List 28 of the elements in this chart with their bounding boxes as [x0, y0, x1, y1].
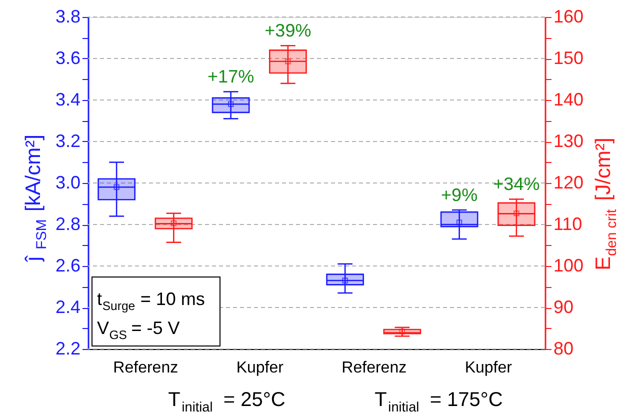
y2-tick-label: 100	[554, 256, 584, 276]
y2-tick-label: 150	[554, 48, 584, 68]
y-axis-title: ĵFSM [kA/cm²]	[22, 134, 50, 264]
y2-axis-title: Eden crit [J/cm²]	[592, 138, 620, 270]
y2-tick-label: 110	[554, 214, 582, 234]
y2-tick-label: 130	[554, 131, 584, 151]
y-tick-label: 2.4	[55, 297, 80, 317]
x-tick-label: Kupfer	[464, 360, 513, 376]
y-tick-label: 2.6	[55, 256, 80, 276]
y-tick-label: 2.8	[55, 214, 80, 234]
y2-tick-label: 160	[554, 6, 584, 26]
y2-tick-label: 80	[554, 338, 574, 358]
annotation: +9%	[441, 184, 478, 205]
y-tick-label: 3.4	[55, 90, 80, 110]
annotation: +17%	[208, 66, 254, 87]
x-tick-label: Referenz	[113, 360, 178, 376]
x-tick-label: Kupfer	[236, 360, 284, 376]
y-tick-label: 2.2	[55, 338, 80, 358]
y-tick-label: 3.0	[55, 172, 80, 192]
y2-tick-label: 120	[554, 172, 584, 192]
y2-tick-label: 140	[554, 90, 584, 110]
y-tick-label: 3.6	[55, 48, 80, 68]
annotation: +39%	[264, 20, 312, 41]
y2-tick-label: 90	[554, 297, 574, 317]
y-tick-label: 3.2	[55, 131, 80, 151]
y-tick-label: 3.8	[55, 6, 80, 26]
x-tick-label: Referenz	[342, 360, 407, 376]
annotation: +34%	[493, 174, 540, 194]
